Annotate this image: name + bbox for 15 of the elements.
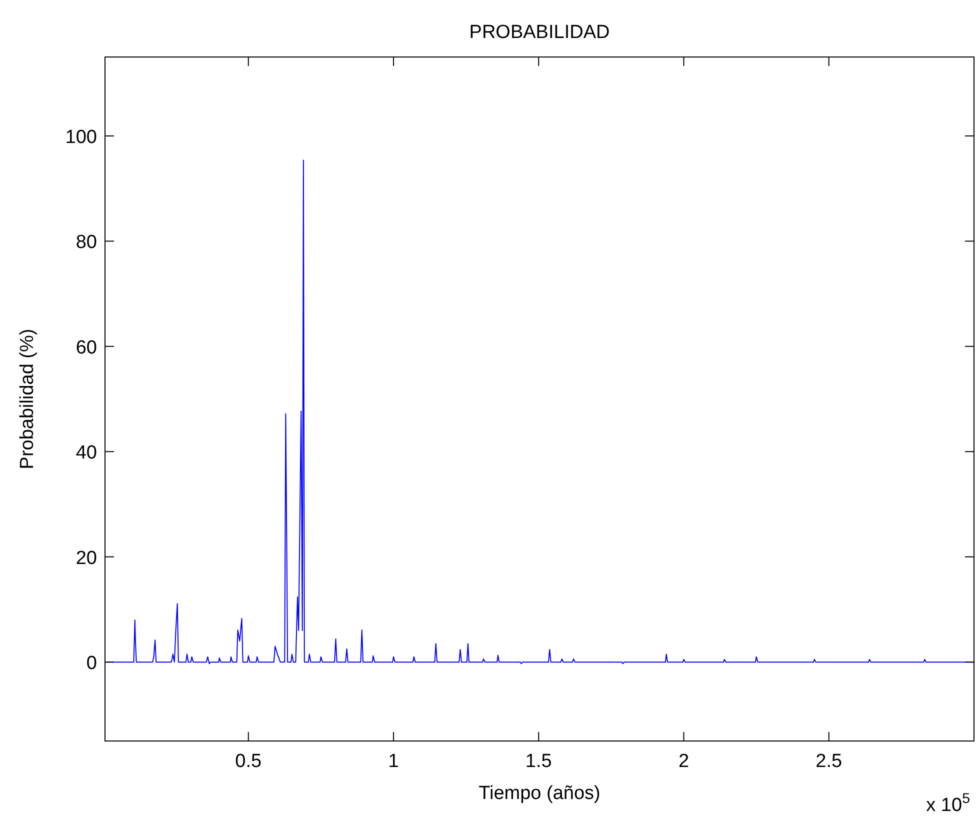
text: x 10$^{5}$	[926, 791, 970, 816]
y-axis-title: Probabilidad (%)	[17, 328, 38, 470]
chart-title: PROBABILIDAD	[469, 22, 610, 43]
x-tick-label: 0.5	[235, 751, 262, 772]
y-tick-label: 80	[76, 232, 97, 254]
x-tick-label: 1.5	[525, 751, 552, 772]
y-tick-label: 60	[76, 337, 97, 358]
y-tick-label: 20	[76, 548, 97, 569]
x-tick-label: 1	[388, 751, 399, 772]
x-tick-label: 2.5	[816, 751, 842, 772]
x-axis-title: Tiempo (años)	[478, 783, 600, 804]
y-tick-label: 0	[86, 653, 97, 674]
y-tick-label: 100	[65, 126, 97, 148]
x-tick-label: 2	[678, 751, 690, 772]
y-tick-label: 40	[76, 442, 97, 464]
